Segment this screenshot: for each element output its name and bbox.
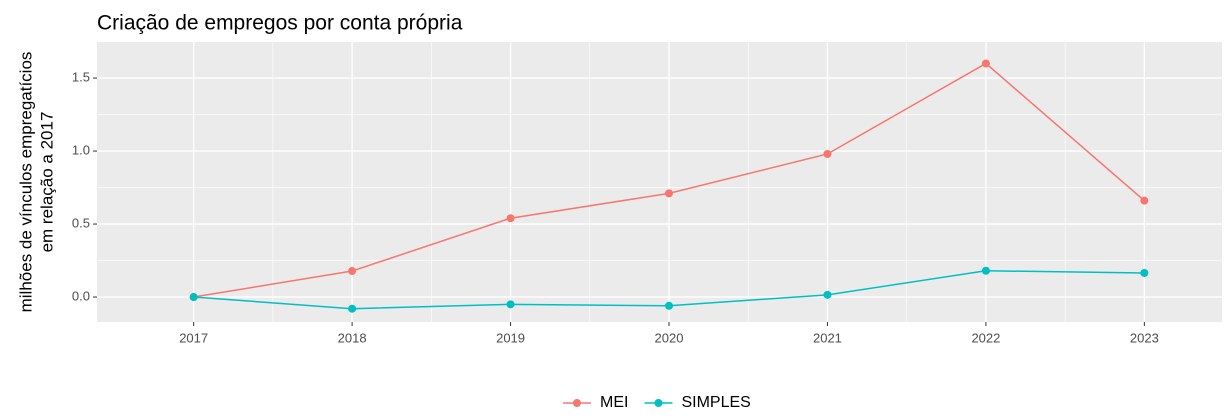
- x-tick-label: 2018: [338, 330, 367, 345]
- data-point: [981, 59, 990, 68]
- y-tick-label: 0.0: [72, 288, 90, 303]
- data-point: [348, 267, 357, 276]
- x-tick-label: 2019: [496, 330, 525, 345]
- x-tick-label: 2022: [971, 330, 1000, 345]
- data-point: [823, 149, 832, 158]
- legend-label: MEI: [600, 394, 628, 411]
- y-tick-label: 1.5: [72, 69, 90, 84]
- x-tick-label: 2021: [813, 330, 842, 345]
- x-tick-label: 2023: [1130, 330, 1159, 345]
- data-point: [1140, 268, 1149, 277]
- data-point: [981, 266, 990, 275]
- x-tick-label: 2020: [655, 330, 684, 345]
- legend-marker: [573, 399, 581, 407]
- data-point: [1140, 196, 1149, 205]
- data-point: [665, 301, 674, 310]
- data-point: [506, 300, 515, 309]
- legend-label: SIMPLES: [681, 394, 750, 411]
- y-axis-label: milhões de vínculos empregatícios: [16, 52, 35, 313]
- y-axis-label: em relação a 2017: [37, 112, 56, 253]
- data-point: [665, 189, 674, 198]
- data-point: [348, 304, 357, 313]
- x-tick-label: 2017: [179, 330, 208, 345]
- data-point: [823, 290, 832, 299]
- data-point: [189, 293, 198, 302]
- y-tick-label: 1.0: [72, 142, 90, 157]
- chart-title: Criação de empregos por conta própria: [97, 12, 463, 35]
- data-point: [506, 214, 515, 223]
- panel: [97, 42, 1222, 322]
- legend-marker: [654, 399, 663, 407]
- y-tick-label: 0.5: [72, 215, 90, 230]
